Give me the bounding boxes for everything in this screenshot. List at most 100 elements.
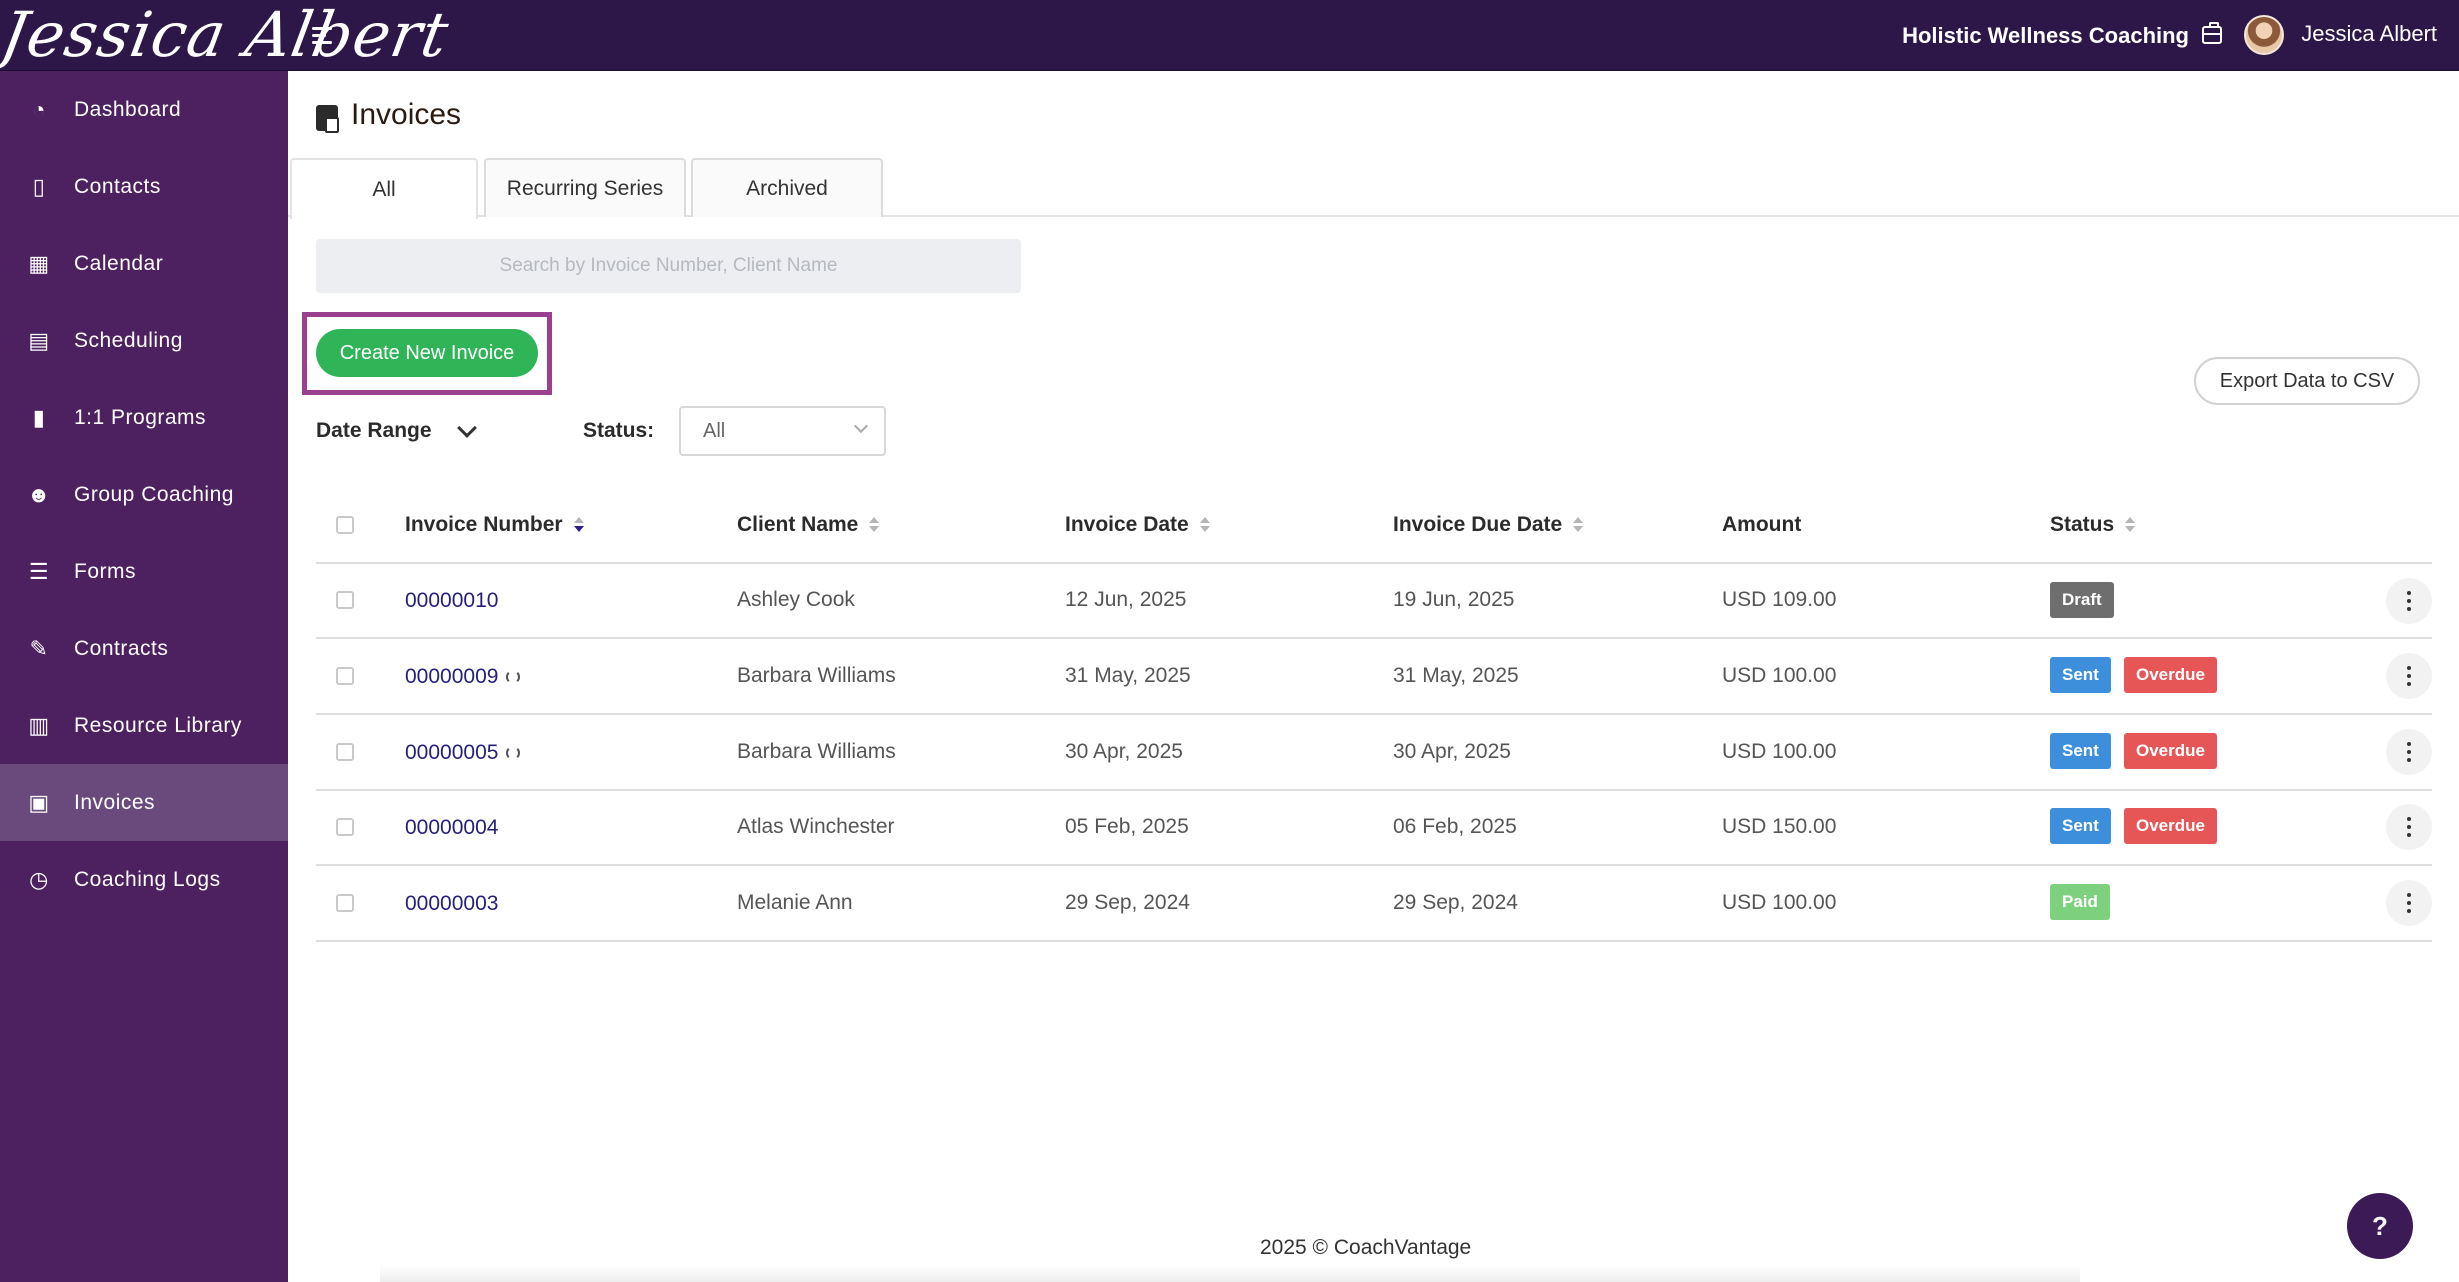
sidebar-item-label: Invoices: [74, 790, 156, 814]
sidebar-item-label: Contracts: [74, 636, 169, 660]
row-actions-icon[interactable]: [2386, 804, 2432, 850]
clock-icon: ◷: [29, 866, 49, 892]
export-csv-button[interactable]: Export Data to CSV: [2194, 357, 2420, 405]
amount: USD 109.00: [1722, 588, 1837, 611]
amount: USD 150.00: [1722, 815, 1837, 838]
invoice-number-link[interactable]: 00000010: [405, 589, 499, 612]
row-actions-icon[interactable]: [2386, 880, 2432, 926]
footer-copyright: 2025 © CoachVantage: [1260, 1236, 1472, 1259]
table-divider: [316, 789, 2432, 791]
sidebar-item-label: Group Coaching: [74, 482, 234, 506]
sidebar-item-label: Calendar: [74, 251, 164, 275]
status-badge-overdue: Overdue: [2124, 657, 2217, 693]
select-all-checkbox[interactable]: [336, 516, 354, 534]
contracts-icon: ✎: [29, 635, 49, 661]
sidebar-item-label: 1:1 Programs: [74, 405, 207, 429]
row-actions-icon[interactable]: [2386, 578, 2432, 624]
business-name[interactable]: Holistic Wellness Coaching: [1902, 23, 2189, 48]
sort-icon[interactable]: [573, 517, 585, 533]
row-checkbox[interactable]: [336, 591, 354, 609]
sidebar-item-programs[interactable]: ▮ 1:1 Programs: [0, 379, 288, 456]
chevron-down-icon: [853, 418, 869, 434]
create-invoice-button[interactable]: Create New Invoice: [316, 329, 538, 377]
invoice-number-link[interactable]: 00000005: [405, 738, 521, 768]
tab-archived[interactable]: Archived: [691, 158, 883, 217]
row-actions-icon[interactable]: [2386, 729, 2432, 775]
header-due-date[interactable]: Invoice Due Date: [1393, 510, 1584, 540]
row-checkbox[interactable]: [336, 894, 354, 912]
header-client-name[interactable]: Client Name: [737, 510, 880, 540]
sidebar-item-label: Scheduling: [74, 328, 183, 352]
briefcase-icon[interactable]: [2202, 22, 2222, 44]
status-badge-overdue: Overdue: [2124, 733, 2217, 769]
due-date: 31 May, 2025: [1393, 664, 1519, 687]
sidebar-item-resource-library[interactable]: ▥ Resource Library: [0, 687, 288, 764]
highlight-box: [302, 312, 552, 395]
sort-icon[interactable]: [1199, 517, 1211, 533]
header-status[interactable]: Status: [2050, 510, 2136, 540]
calendar-icon: ▦: [28, 250, 50, 276]
status-badge-paid: Paid: [2050, 884, 2110, 920]
help-button[interactable]: ?: [2347, 1193, 2413, 1259]
status-badge-sent: Sent: [2050, 657, 2111, 693]
row-checkbox[interactable]: [336, 667, 354, 685]
header-invoice-date[interactable]: Invoice Date: [1065, 510, 1211, 540]
status-select[interactable]: All: [679, 406, 886, 456]
sidebar-item-group-coaching[interactable]: ☻ Group Coaching: [0, 456, 288, 533]
contacts-icon: ▯: [32, 173, 46, 199]
invoice-number-link[interactable]: 00000009: [405, 662, 521, 692]
footer-shadow: [380, 1264, 2080, 1282]
header-amount: Amount: [1722, 513, 1802, 536]
avatar[interactable]: [2244, 15, 2284, 55]
sidebar-item-invoices[interactable]: ▣ Invoices: [0, 764, 288, 841]
amount: USD 100.00: [1722, 740, 1837, 763]
invoice-number-link[interactable]: 00000004: [405, 816, 499, 839]
row-actions-icon[interactable]: [2386, 653, 2432, 699]
table-divider: [316, 562, 2432, 564]
client-name: Melanie Ann: [737, 891, 853, 914]
invoice-date: 29 Sep, 2024: [1065, 891, 1190, 914]
date-range-filter[interactable]: Date Range: [316, 419, 432, 442]
invoice-icon: [316, 105, 339, 133]
sidebar-item-label: Coaching Logs: [74, 867, 221, 891]
status-badge-draft: Draft: [2050, 582, 2114, 618]
sidebar-item-contacts[interactable]: ▯ Contacts: [0, 148, 288, 225]
group-icon: ☻: [27, 481, 51, 507]
brand-logo[interactable]: Jessica Albert: [0, 0, 455, 71]
tab-recurring-series[interactable]: Recurring Series: [484, 158, 686, 217]
sidebar-item-forms[interactable]: ☰ Forms: [0, 533, 288, 610]
header-invoice-number[interactable]: Invoice Number: [405, 510, 585, 540]
table-divider: [316, 864, 2432, 866]
sidebar-item-dashboard[interactable]: ◔ Dashboard: [0, 71, 288, 148]
sort-icon[interactable]: [1572, 517, 1584, 533]
status-badge-sent: Sent: [2050, 808, 2111, 844]
invoice-date: 12 Jun, 2025: [1065, 588, 1187, 611]
row-checkbox[interactable]: [336, 743, 354, 761]
row-checkbox[interactable]: [336, 818, 354, 836]
sidebar-item-label: Forms: [74, 559, 136, 583]
client-name: Barbara Williams: [737, 740, 896, 763]
sidebar-item-coaching-logs[interactable]: ◷ Coaching Logs: [0, 841, 288, 918]
sidebar-item-calendar[interactable]: ▦ Calendar: [0, 225, 288, 302]
invoice-number-link[interactable]: 00000003: [405, 892, 499, 915]
sidebar-item-contracts[interactable]: ✎ Contracts: [0, 610, 288, 687]
recurring-icon: [506, 746, 521, 761]
search-input[interactable]: [316, 239, 1021, 293]
invoices-icon: ▣: [28, 789, 50, 815]
user-name[interactable]: Jessica Albert: [2301, 21, 2437, 46]
chevron-down-icon[interactable]: [457, 418, 477, 438]
sidebar-item-scheduling[interactable]: ▤ Scheduling: [0, 302, 288, 379]
sort-icon[interactable]: [2124, 517, 2136, 533]
table-divider: [316, 637, 2432, 639]
top-bar: Jessica Albert Holistic Wellness Coachin…: [0, 0, 2459, 71]
sort-icon[interactable]: [868, 517, 880, 533]
menu-toggle-icon[interactable]: [310, 23, 336, 49]
book-icon: ▮: [32, 404, 46, 430]
client-name: Ashley Cook: [737, 588, 855, 611]
due-date: 06 Feb, 2025: [1393, 815, 1517, 838]
status-select-value: All: [703, 420, 726, 442]
tab-all[interactable]: All: [290, 158, 478, 219]
amount: USD 100.00: [1722, 891, 1837, 914]
client-name: Barbara Williams: [737, 664, 896, 687]
tabs-divider: [288, 215, 2459, 217]
